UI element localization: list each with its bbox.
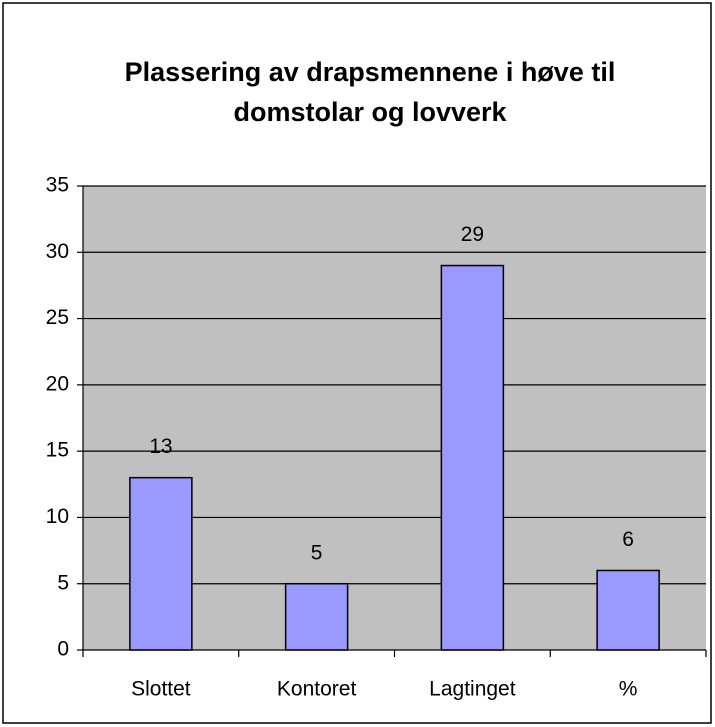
y-tick-label: 35 <box>46 174 69 197</box>
bar <box>284 582 349 651</box>
data-label: 13 <box>149 435 172 458</box>
bar <box>596 569 660 651</box>
x-tick-label: % <box>619 678 638 701</box>
y-tick-label: 30 <box>46 240 69 263</box>
y-tick-label: 25 <box>46 306 69 329</box>
chart-title: Plassering av drapsmennene i høve til do… <box>124 57 616 127</box>
x-tick-label: Lagtinget <box>429 678 516 701</box>
y-tick-label: 5 <box>57 571 69 594</box>
data-label: 29 <box>461 223 484 246</box>
y-tick-label: 20 <box>46 372 69 395</box>
x-tick-label: Kontoret <box>277 678 357 701</box>
y-tick-label: 15 <box>46 439 69 462</box>
bar <box>129 476 193 651</box>
data-label: 6 <box>622 528 634 551</box>
x-tick-label: Slottet <box>131 678 191 701</box>
data-label: 5 <box>311 541 323 564</box>
bar <box>440 264 505 651</box>
y-tick-label: 0 <box>57 638 69 661</box>
y-tick-label: 10 <box>46 505 69 528</box>
